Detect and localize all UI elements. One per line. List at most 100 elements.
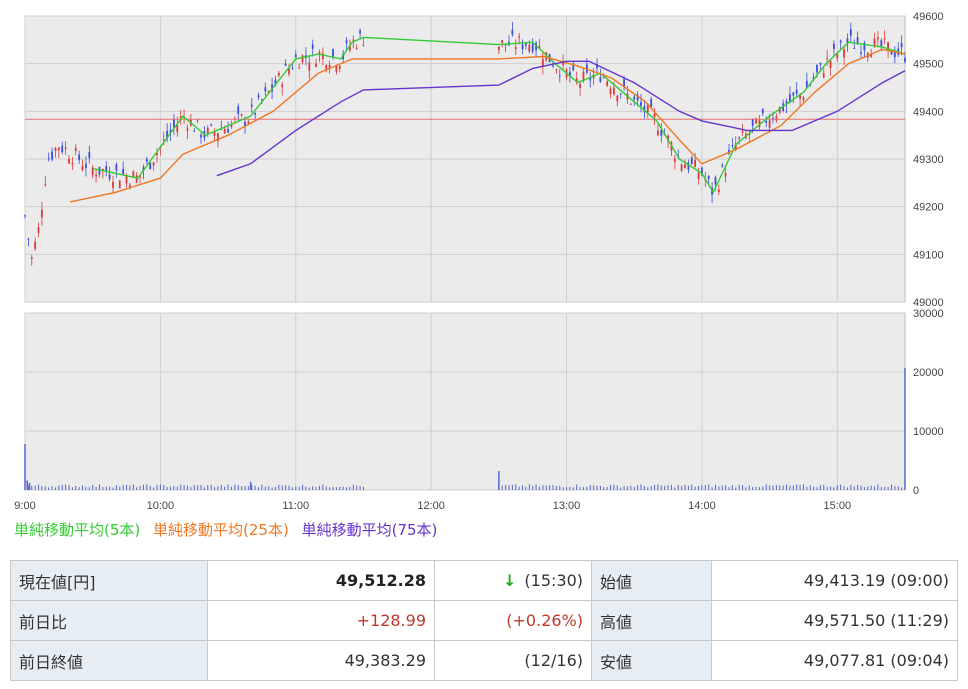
candle-body bbox=[606, 81, 609, 86]
candle-body bbox=[166, 130, 169, 139]
candle-body bbox=[880, 40, 883, 47]
candle-body bbox=[325, 65, 328, 70]
open-value: 49,413.19 (09:00) bbox=[711, 560, 958, 601]
candle-body bbox=[95, 174, 97, 177]
candle-body bbox=[589, 77, 592, 81]
candle-body bbox=[355, 47, 358, 49]
candle-body bbox=[860, 52, 862, 54]
moving-average-lines bbox=[25, 36, 906, 203]
candle-body bbox=[646, 104, 649, 113]
candle-body bbox=[68, 158, 70, 164]
candle-body bbox=[291, 67, 294, 69]
candle-body bbox=[738, 137, 741, 139]
candle-body bbox=[250, 104, 253, 107]
candle-body bbox=[318, 51, 321, 55]
candle-body bbox=[802, 97, 805, 101]
candle-body bbox=[552, 65, 554, 67]
candle-body bbox=[870, 54, 873, 58]
candle-body bbox=[541, 58, 544, 67]
x-tick-label: 11:00 bbox=[282, 500, 309, 512]
candle-body bbox=[359, 30, 361, 34]
candle-body bbox=[298, 67, 301, 69]
candle-body bbox=[91, 167, 94, 176]
candle-body bbox=[504, 44, 507, 46]
candle-body bbox=[572, 63, 575, 70]
candle-body bbox=[162, 139, 165, 141]
candle-body bbox=[210, 124, 213, 126]
candle-body bbox=[51, 151, 53, 160]
candle-body bbox=[362, 45, 365, 47]
candle-body bbox=[274, 79, 277, 86]
candle-body bbox=[707, 175, 710, 180]
candle-body bbox=[521, 44, 524, 50]
candle-body bbox=[829, 60, 832, 68]
candle-body bbox=[247, 121, 250, 124]
candle-body bbox=[254, 113, 257, 115]
candle-body bbox=[240, 114, 243, 116]
open-label: 始値 bbox=[591, 560, 712, 601]
legend-ma75: 単純移動平均(75本) bbox=[301, 521, 438, 539]
candle-body bbox=[741, 130, 744, 133]
candle-body bbox=[843, 49, 845, 58]
candle-body bbox=[758, 119, 761, 128]
candle-body bbox=[667, 135, 669, 142]
candle-body bbox=[653, 113, 656, 118]
price-y-tick-label: 49600 bbox=[913, 11, 944, 23]
candle-body bbox=[61, 145, 64, 153]
candle-body bbox=[904, 57, 906, 62]
current-time: (15:30) bbox=[524, 571, 583, 590]
candle-body bbox=[714, 177, 717, 185]
candle-body bbox=[640, 101, 642, 107]
candle-body bbox=[44, 184, 47, 186]
current-time-cell: ↓ (15:30) bbox=[434, 560, 592, 601]
candle-body bbox=[277, 72, 280, 76]
x-tick-label: 15:00 bbox=[824, 500, 852, 512]
candle-body bbox=[129, 184, 131, 188]
candle-body bbox=[352, 39, 355, 41]
candle-body bbox=[223, 128, 226, 134]
candle-body bbox=[288, 68, 290, 74]
ma25-line bbox=[69, 48, 906, 203]
candle-body bbox=[694, 160, 697, 167]
candle-body bbox=[145, 159, 148, 162]
candle-body bbox=[836, 53, 839, 59]
candle-body bbox=[724, 173, 727, 177]
candle-body bbox=[792, 92, 795, 96]
candle-body bbox=[81, 165, 84, 171]
candle-body bbox=[27, 238, 30, 240]
price-y-tick-label: 49200 bbox=[913, 202, 944, 214]
candle-body bbox=[149, 162, 152, 170]
candle-body bbox=[680, 164, 683, 171]
candle-body bbox=[64, 147, 67, 150]
x-tick-label: 9:00 bbox=[14, 500, 35, 512]
candle-body bbox=[660, 129, 663, 136]
candle-body bbox=[772, 117, 774, 119]
candle-body bbox=[863, 42, 866, 51]
candle-body bbox=[873, 38, 876, 47]
candle-body bbox=[853, 47, 856, 49]
candle-body bbox=[701, 167, 703, 175]
candle-body bbox=[809, 84, 812, 86]
candle-body bbox=[822, 73, 825, 78]
candle-body bbox=[217, 133, 219, 142]
candle-body bbox=[518, 36, 521, 38]
candle-body bbox=[751, 118, 754, 126]
candle-body bbox=[846, 38, 849, 44]
candle-body bbox=[321, 53, 324, 60]
prev-close-value: 49,383.29 bbox=[207, 640, 435, 681]
candle-body bbox=[227, 128, 229, 133]
candle-body bbox=[173, 119, 175, 128]
candle-body bbox=[643, 106, 646, 113]
chart-legend: 単純移動平均(5本) 単純移動平均(25本) 単純移動平均(75本) bbox=[14, 519, 445, 540]
high-label: 高値 bbox=[591, 600, 712, 641]
change-percent: (+0.26%) bbox=[434, 600, 592, 641]
candle-body bbox=[257, 95, 260, 98]
candle-body bbox=[47, 158, 50, 160]
candle-body bbox=[856, 37, 859, 45]
candle-body bbox=[328, 64, 331, 70]
price-y-tick-label: 49400 bbox=[913, 106, 944, 118]
candle-body bbox=[893, 52, 896, 58]
candle-body bbox=[599, 77, 602, 82]
candle-body bbox=[213, 131, 216, 136]
candle-body bbox=[497, 46, 500, 51]
